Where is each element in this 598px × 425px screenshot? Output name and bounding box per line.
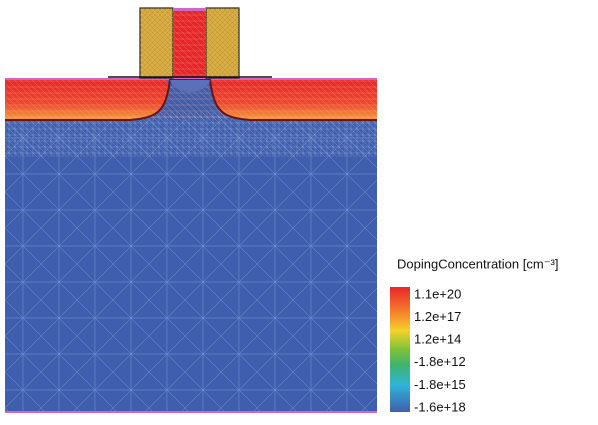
- legend-label: 1.1e+20: [414, 286, 461, 301]
- gate-stack: [108, 8, 272, 78]
- source-drain: [5, 80, 377, 120]
- legend: DopingConcentration [cm⁻³] 1.1e+20 1.2e+1…: [390, 256, 559, 414]
- legend-label: -1.8e+15: [414, 377, 466, 392]
- legend-title: DopingConcentration [cm⁻³]: [397, 256, 559, 271]
- legend-label: -1.8e+12: [414, 354, 466, 369]
- legend-label: 1.2e+14: [414, 332, 461, 347]
- tcad-view: DopingConcentration [cm⁻³] 1.1e+20 1.2e+1…: [0, 0, 598, 420]
- legend-label: 1.2e+17: [414, 309, 461, 324]
- color-bar: [390, 287, 410, 412]
- legend-label: -1.6e+18: [414, 399, 466, 414]
- substrate: [5, 78, 377, 413]
